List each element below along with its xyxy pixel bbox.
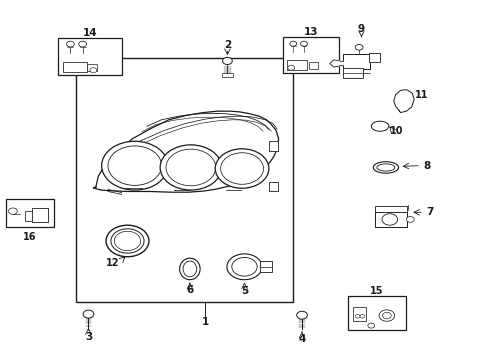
- Circle shape: [160, 145, 221, 190]
- Ellipse shape: [106, 225, 149, 257]
- Text: 10: 10: [389, 126, 403, 135]
- Circle shape: [8, 208, 17, 215]
- Bar: [309, 62, 318, 69]
- Text: 7: 7: [425, 207, 432, 217]
- Ellipse shape: [372, 162, 398, 173]
- Text: 3: 3: [84, 332, 92, 342]
- Bar: [368, 53, 379, 62]
- Polygon shape: [329, 60, 343, 67]
- Circle shape: [222, 57, 232, 64]
- Bar: [25, 211, 35, 221]
- Circle shape: [220, 153, 263, 184]
- Text: 8: 8: [423, 161, 430, 171]
- Bar: [260, 261, 272, 272]
- Bar: [76, 58, 293, 302]
- Circle shape: [406, 217, 413, 222]
- Circle shape: [382, 312, 390, 319]
- Circle shape: [296, 311, 307, 319]
- Circle shape: [108, 146, 161, 185]
- Polygon shape: [93, 111, 278, 192]
- Circle shape: [90, 68, 97, 73]
- Bar: [352, 307, 366, 321]
- Bar: [343, 54, 369, 69]
- Bar: [343, 68, 362, 78]
- Circle shape: [231, 257, 257, 276]
- Bar: [86, 64, 97, 71]
- Text: 1: 1: [202, 318, 209, 327]
- Circle shape: [354, 44, 362, 50]
- Circle shape: [102, 141, 167, 190]
- Bar: [374, 206, 406, 212]
- Circle shape: [165, 149, 215, 186]
- Bar: [287, 60, 306, 70]
- Bar: [268, 182, 277, 191]
- Circle shape: [300, 41, 307, 46]
- Circle shape: [378, 310, 394, 321]
- Ellipse shape: [179, 258, 200, 280]
- Polygon shape: [393, 90, 413, 113]
- Text: 13: 13: [303, 27, 317, 37]
- Bar: [32, 208, 48, 222]
- Bar: [347, 296, 406, 330]
- Bar: [58, 38, 122, 75]
- Text: 16: 16: [23, 232, 37, 242]
- Circle shape: [79, 41, 86, 47]
- Text: 15: 15: [369, 286, 383, 296]
- Text: 6: 6: [186, 285, 193, 295]
- Text: 11: 11: [414, 90, 427, 100]
- Bar: [63, 62, 87, 72]
- Ellipse shape: [370, 121, 388, 131]
- Ellipse shape: [183, 261, 196, 277]
- Text: 12: 12: [106, 258, 120, 268]
- Circle shape: [381, 214, 397, 225]
- Bar: [282, 37, 338, 73]
- Circle shape: [66, 41, 74, 47]
- Bar: [374, 212, 406, 227]
- Text: 5: 5: [241, 286, 247, 296]
- Circle shape: [289, 41, 296, 46]
- Ellipse shape: [111, 229, 144, 253]
- Circle shape: [226, 254, 262, 280]
- Circle shape: [83, 310, 94, 318]
- Circle shape: [287, 65, 294, 70]
- Bar: [221, 73, 233, 77]
- Ellipse shape: [114, 231, 141, 251]
- Circle shape: [354, 315, 359, 318]
- Text: 14: 14: [82, 28, 97, 38]
- Text: 4: 4: [298, 333, 305, 343]
- Text: 2: 2: [224, 40, 231, 50]
- Bar: [5, 199, 54, 227]
- Bar: [268, 140, 277, 151]
- Text: 9: 9: [357, 24, 365, 35]
- Circle shape: [367, 323, 374, 328]
- Circle shape: [215, 149, 268, 188]
- Circle shape: [359, 315, 364, 318]
- Ellipse shape: [376, 164, 394, 171]
